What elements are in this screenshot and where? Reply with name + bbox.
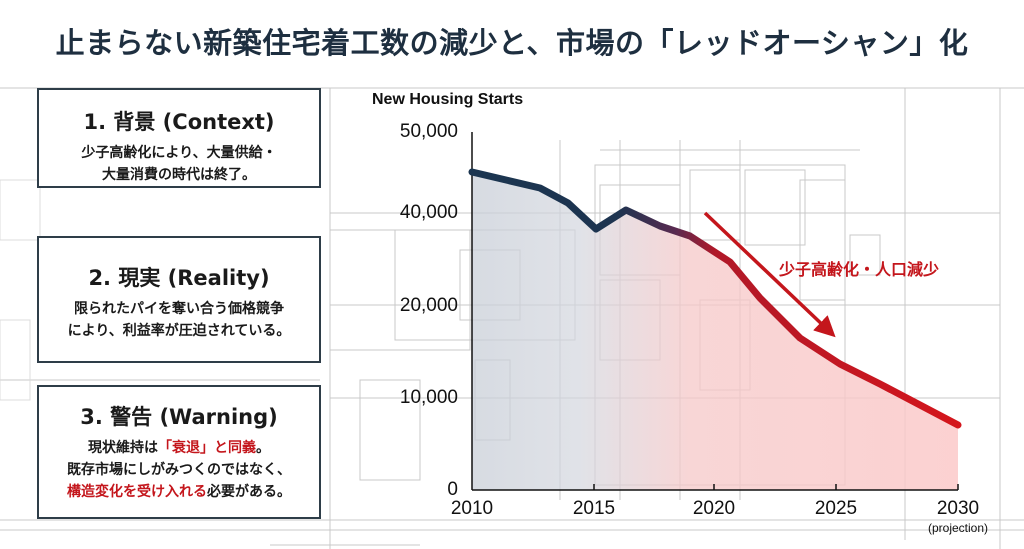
context-heading: 1. 背景 (Context) (83, 110, 275, 134)
warning-body: 現状維持は「衰退」と同義。 既存市場にしがみつくのではなく、 構造変化を受け入れ… (39, 437, 319, 503)
chart-area-fill (472, 172, 958, 490)
x-tick-2015: 2015 (572, 498, 616, 519)
reality-line-1: 限られたパイを奪い合う価格競争 (74, 301, 284, 317)
warning-heading: 3. 警告 (Warning) (80, 405, 278, 429)
context-line-1: 少子高齢化により、大量供給・ (81, 145, 277, 161)
y-tick-0: 0 (447, 479, 458, 500)
warning-card: 3. 警告 (Warning) 現状維持は「衰退」と同義。 既存市場にしがみつく… (37, 385, 321, 519)
y-tick-20000: 20,000 (399, 295, 458, 316)
warning-line-1a: 現状維持は (88, 440, 158, 456)
warning-emphasis-change: 構造変化を受け入れる (67, 484, 207, 500)
downtrend-arrow-icon (703, 211, 836, 338)
context-card: 1. 背景 (Context) 少子高齢化により、大量供給・ 大量消費の時代は終… (37, 88, 321, 188)
x-axis-ticks (593, 484, 959, 490)
reality-body: 限られたパイを奪い合う価格競争 により、利益率が圧迫されている。 (39, 298, 319, 342)
warning-emphasis-decline: 「衰退」と同義 (158, 440, 256, 456)
page-title: 止まらない新築住宅着工数の減少と、市場の「レッドオーシャン」化 (55, 26, 969, 60)
y-tick-40000: 40,000 (399, 202, 458, 223)
housing-starts-line (468, 168, 962, 429)
warning-line-3b: 必要がある。 (207, 484, 291, 500)
context-line-2: 大量消費の時代は終了。 (102, 167, 256, 183)
x-tick-2030: 2030 (936, 498, 980, 519)
x-tick-2020: 2020 (692, 498, 736, 519)
x-tick-2025: 2025 (814, 498, 858, 519)
warning-line-1c: 。 (256, 440, 270, 456)
warning-line-2: 既存市場にしがみつくのではなく、 (67, 462, 291, 478)
reality-card: 2. 現実 (Reality) 限られたパイを奪い合う価格競争 により、利益率が… (37, 236, 321, 363)
context-body: 少子高齢化により、大量供給・ 大量消費の時代は終了。 (39, 142, 319, 186)
reality-heading: 2. 現実 (Reality) (88, 266, 270, 290)
x-tick-2010: 2010 (450, 498, 494, 519)
y-tick-10000: 10,000 (399, 387, 458, 408)
x-tick-projection-note: (projection) (927, 521, 989, 535)
reality-line-2: により、利益率が圧迫されている。 (67, 323, 291, 339)
y-tick-50000: 50,000 (399, 121, 458, 142)
trend-annotation: 少子高齢化・人口減少 (779, 260, 940, 279)
chart-title: New Housing Starts (372, 91, 524, 108)
